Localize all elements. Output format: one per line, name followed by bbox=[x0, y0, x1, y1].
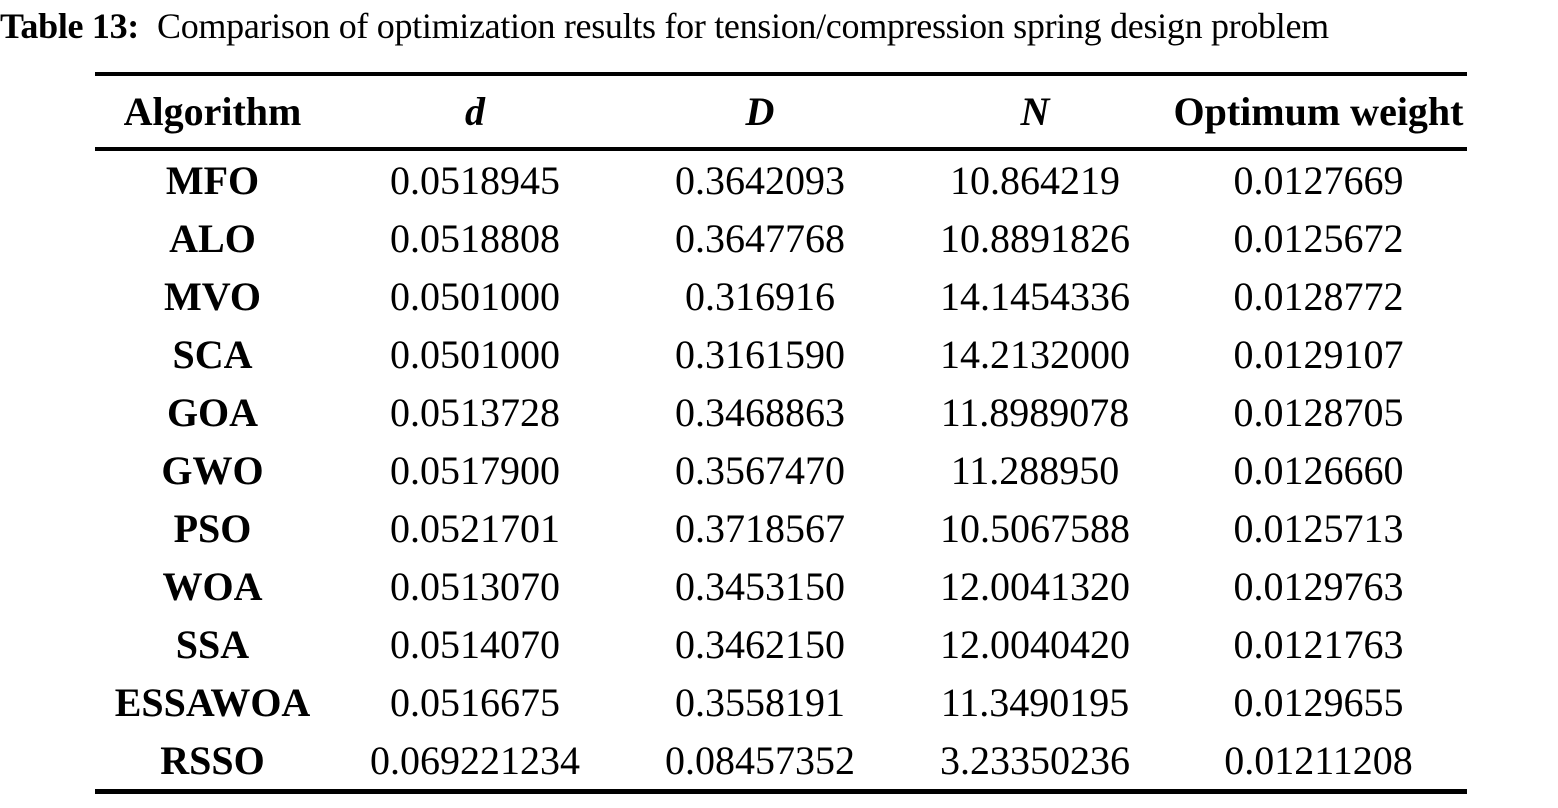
table-row: SSA 0.0514070 0.3462150 12.0040420 0.0121763 bbox=[95, 615, 1467, 673]
value-cell: 0.01211208 bbox=[1224, 737, 1413, 783]
algorithm-name-cell: ESSAWOA bbox=[114, 679, 311, 725]
value-cell: 0.0125713 bbox=[1233, 505, 1404, 551]
value-cell: 0.3642093 bbox=[675, 157, 845, 203]
value-cell: 0.0126660 bbox=[1233, 447, 1404, 493]
value-cell: 0.08457352 bbox=[665, 737, 855, 783]
value-cell: 0.0129107 bbox=[1233, 331, 1404, 377]
table-caption-label: Table 13: bbox=[0, 6, 139, 46]
table-row: PSO 0.0521701 0.3718567 10.5067588 0.0125713 bbox=[95, 499, 1467, 557]
value-cell: 10.5067588 bbox=[940, 505, 1130, 551]
value-cell: 0.3718567 bbox=[675, 505, 845, 551]
table-row: ESSAWOA 0.0516675 0.3558191 11.3490195 0.012… bbox=[95, 673, 1467, 731]
value-cell: 0.0129763 bbox=[1233, 563, 1404, 609]
value-cell: 0.3567470 bbox=[675, 447, 845, 493]
value-cell: 0.3462150 bbox=[675, 621, 845, 667]
value-cell: 0.0518945 bbox=[390, 157, 560, 203]
value-cell: 0.0125672 bbox=[1233, 215, 1404, 261]
value-cell: 0.0501000 bbox=[390, 331, 560, 377]
value-cell: 0.069221234 bbox=[370, 737, 580, 783]
value-cell: 14.2132000 bbox=[940, 331, 1130, 377]
value-cell: 3.23350236 bbox=[940, 737, 1130, 783]
table-header-row: Algorithm d D N Optimum weight bbox=[95, 74, 1467, 151]
column-header-d: D bbox=[620, 74, 900, 151]
value-cell: 0.3468863 bbox=[675, 389, 845, 435]
value-cell: 0.0513728 bbox=[390, 389, 560, 435]
value-cell: 0.0514070 bbox=[390, 621, 560, 667]
value-cell: 0.0128705 bbox=[1233, 389, 1404, 435]
results-table: Algorithm d D N Optimum weight MFO 0.0518945 0… bbox=[95, 72, 1467, 794]
value-cell: 11.8989078 bbox=[940, 389, 1130, 435]
value-cell: 11.288950 bbox=[950, 447, 1120, 493]
value-cell: 0.0516675 bbox=[390, 679, 560, 725]
algorithm-name-cell: GOA bbox=[166, 389, 259, 435]
table-row: ALO 0.0518808 0.3647768 10.8891826 0.0125672 bbox=[95, 209, 1467, 267]
value-cell: 11.3490195 bbox=[940, 679, 1130, 725]
value-cell: 14.1454336 bbox=[940, 273, 1130, 319]
value-cell: 0.3453150 bbox=[675, 563, 845, 609]
algorithm-name-cell: SSA bbox=[175, 621, 250, 667]
algorithm-name-cell: RSSO bbox=[160, 737, 265, 783]
value-cell: 0.3647768 bbox=[675, 215, 845, 261]
column-header-d: d bbox=[330, 74, 620, 151]
table-row: GWO 0.0517900 0.3567470 11.288950 0.0126660 bbox=[95, 441, 1467, 499]
algorithm-name-cell: GWO bbox=[161, 447, 264, 493]
value-cell: 0.3161590 bbox=[675, 331, 845, 377]
value-cell: 0.0127669 bbox=[1233, 157, 1404, 203]
table-caption-text: Comparison of optimization results for t… bbox=[157, 6, 1329, 46]
value-cell: 0.0128772 bbox=[1233, 273, 1404, 319]
algorithm-name-cell: ALO bbox=[169, 215, 256, 261]
table-caption: Table 13: Comparison of optimization resu… bbox=[0, 2, 1558, 50]
value-cell: 0.0129655 bbox=[1233, 679, 1404, 725]
table-row: MFO 0.0518945 0.3642093 10.864219 0.0127669 bbox=[95, 149, 1467, 209]
algorithm-name-cell: MVO bbox=[164, 273, 261, 319]
algorithm-name-cell: WOA bbox=[162, 563, 263, 609]
algorithm-name-cell: PSO bbox=[173, 505, 252, 551]
algorithm-name-cell: MFO bbox=[165, 157, 260, 203]
value-cell: 0.3558191 bbox=[675, 679, 845, 725]
column-header-n: N bbox=[900, 74, 1170, 151]
value-cell: 12.0041320 bbox=[940, 563, 1130, 609]
algorithm-name-cell: SCA bbox=[172, 331, 253, 377]
table-row: RSSO 0.069221234 0.08457352 3.23350236 0.012… bbox=[95, 731, 1467, 792]
value-cell: 0.0518808 bbox=[390, 215, 560, 261]
value-cell: 0.0513070 bbox=[390, 563, 560, 609]
table-header: Algorithm d D N Optimum weight bbox=[95, 74, 1467, 151]
value-cell: 0.316916 bbox=[685, 273, 835, 319]
table-body: MFO 0.0518945 0.3642093 10.864219 0.0127669 A… bbox=[95, 149, 1467, 792]
value-cell: 10.864219 bbox=[950, 157, 1120, 203]
value-cell: 0.0521701 bbox=[390, 505, 560, 551]
table-row: SCA 0.0501000 0.3161590 14.2132000 0.0129107 bbox=[95, 325, 1467, 383]
value-cell: 12.0040420 bbox=[940, 621, 1130, 667]
value-cell: 0.0501000 bbox=[390, 273, 560, 319]
value-cell: 10.8891826 bbox=[940, 215, 1130, 261]
table-row: MVO 0.0501000 0.316916 14.1454336 0.0128772 bbox=[95, 267, 1467, 325]
table-row: WOA 0.0513070 0.3453150 12.0041320 0.0129763 bbox=[95, 557, 1467, 615]
value-cell: 0.0517900 bbox=[390, 447, 560, 493]
column-header-optimum-weight: Optimum weight bbox=[1170, 74, 1467, 151]
column-header-algorithm: Algorithm bbox=[95, 74, 330, 151]
table-row: GOA 0.0513728 0.3468863 11.8989078 0.0128705 bbox=[95, 383, 1467, 441]
value-cell: 0.0121763 bbox=[1233, 621, 1404, 667]
